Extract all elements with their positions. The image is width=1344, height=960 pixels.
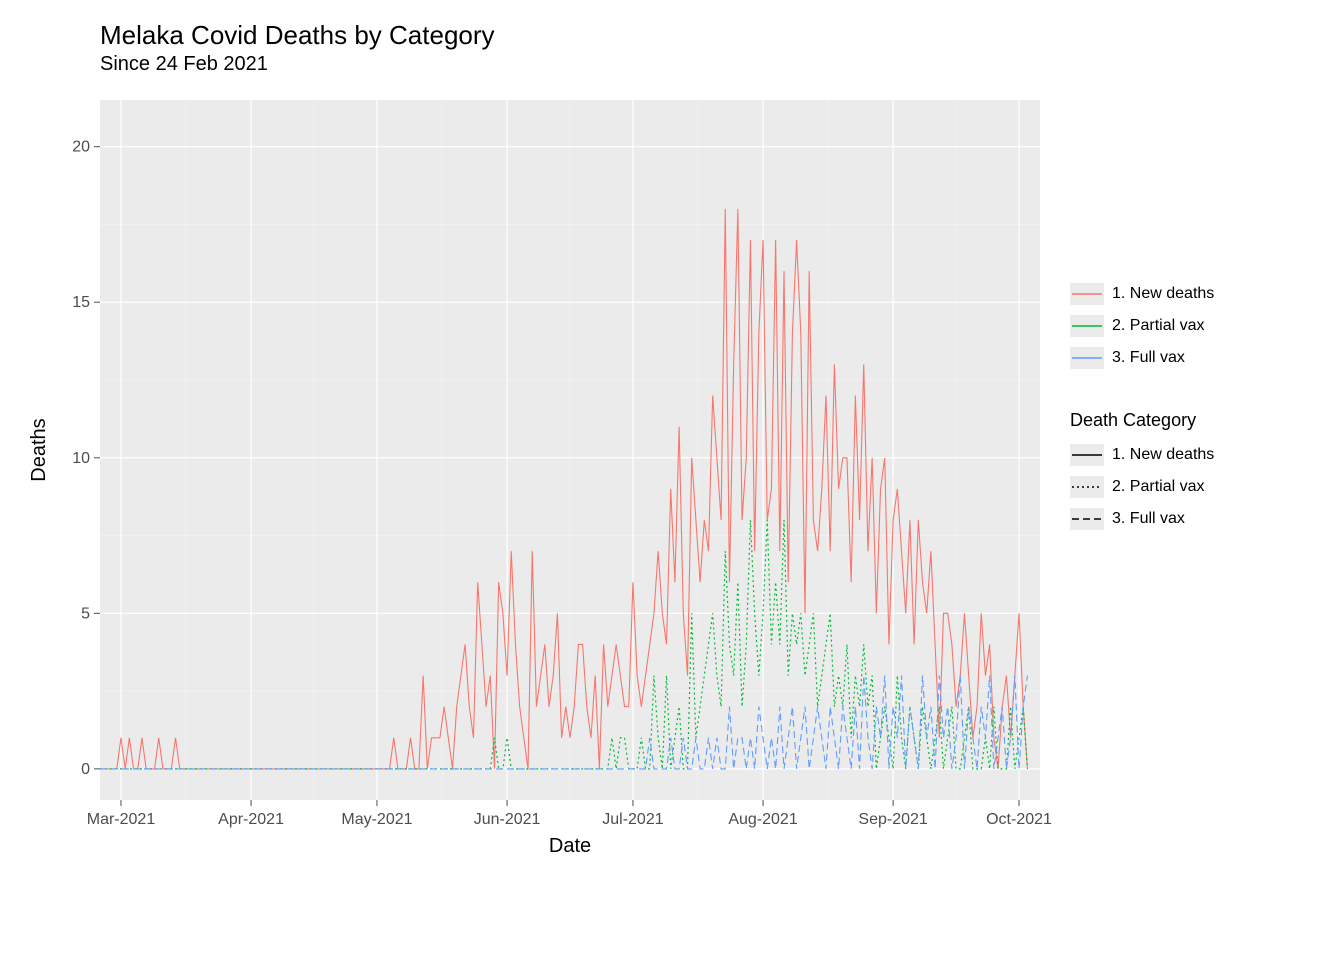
legend-item: 3. Full vax [1070,505,1214,533]
legend-swatch [1070,508,1104,530]
svg-text:Sep-2021: Sep-2021 [858,811,927,828]
plot-svg [100,100,1040,800]
legend-title: Death Category [1070,410,1214,431]
legend-swatch [1070,444,1104,466]
legend-swatch [1070,347,1104,369]
svg-text:20: 20 [72,139,90,156]
svg-text:Jun-2021: Jun-2021 [474,811,541,828]
legend-label: 1. New deaths [1112,285,1214,303]
svg-text:Aug-2021: Aug-2021 [728,811,797,828]
legend-swatch [1070,283,1104,305]
legend-label: 3. Full vax [1112,510,1185,528]
legend-item: 1. New deaths [1070,280,1214,308]
x-axis-title: Date [549,835,591,857]
legend-swatch [1070,476,1104,498]
svg-text:Oct-2021: Oct-2021 [986,811,1052,828]
legend-label: 3. Full vax [1112,349,1185,367]
svg-text:Jul-2021: Jul-2021 [602,811,663,828]
legend-color-block: 1. New deaths 2. Partial vax 3. Full vax [1070,280,1214,372]
legend-label: 1. New deaths [1112,446,1214,464]
legend-item: 2. Partial vax [1070,473,1214,501]
svg-text:May-2021: May-2021 [341,811,412,828]
legend-swatch [1070,315,1104,337]
legend-label: 2. Partial vax [1112,478,1204,496]
y-axis-title: Deaths [28,418,50,481]
legend-label: 2. Partial vax [1112,317,1204,335]
legend-item: 2. Partial vax [1070,312,1214,340]
svg-text:Apr-2021: Apr-2021 [218,811,284,828]
svg-text:Mar-2021: Mar-2021 [87,811,156,828]
legend-item: 1. New deaths [1070,441,1214,469]
title-block: Melaka Covid Deaths by Category Since 24… [100,20,495,76]
chart-title: Melaka Covid Deaths by Category [100,20,495,51]
svg-text:0: 0 [81,761,90,778]
chart-subtitle: Since 24 Feb 2021 [100,53,495,76]
legend-linetype-block: Death Category 1. New deaths 2. Partial va… [1070,410,1214,533]
legend-item: 3. Full vax [1070,344,1214,372]
svg-text:5: 5 [81,605,90,622]
svg-text:15: 15 [72,294,90,311]
svg-text:10: 10 [72,450,90,467]
legend: 1. New deaths 2. Partial vax 3. Full vax D… [1070,280,1214,571]
plot-panel [100,100,1040,800]
